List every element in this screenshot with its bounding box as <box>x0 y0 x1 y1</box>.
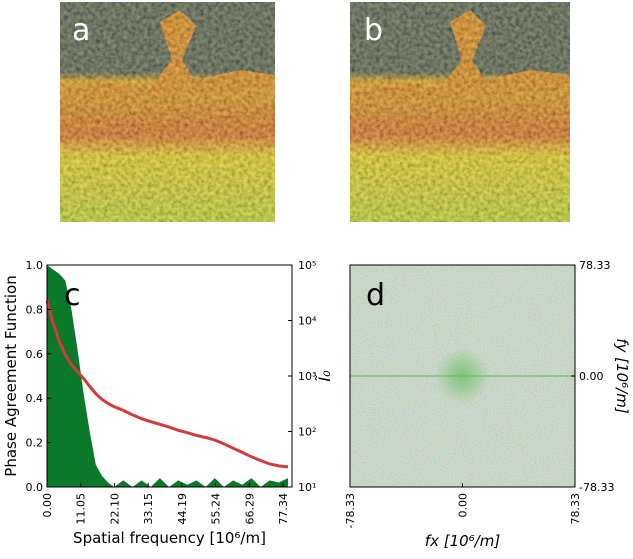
y-tick-label: 0.6 <box>26 348 44 361</box>
x-tick-label: 78.33 <box>569 493 582 525</box>
y2-tick-label: 10² <box>298 426 316 439</box>
x-axis-label: fx [10⁶/m] <box>425 532 501 550</box>
center-blob <box>434 348 490 404</box>
x-tick-label: 77.34 <box>277 493 290 525</box>
y2-axis-label: Ĩ₀ <box>315 370 334 382</box>
x-tick-label: -78.33 <box>344 493 357 528</box>
y2-tick-label: 10¹ <box>298 481 316 494</box>
panel-a: a <box>60 2 275 222</box>
y2-tick-label: 10⁴ <box>298 315 317 328</box>
x-axis-label: Spatial frequency [10⁶/m] <box>73 529 266 547</box>
x-tick-label: 33.15 <box>142 493 155 525</box>
y2-tick-label: 10⁵ <box>298 259 316 272</box>
y-axis-label: fy [10⁶/m] <box>613 338 631 414</box>
x-tick-label: 22.10 <box>108 493 121 525</box>
panel-label: a <box>72 13 90 48</box>
y-tick-label: 0.00 <box>579 370 604 383</box>
panel-c: 0.0 0.2 0.4 0.6 0.8 1.0 10¹ 10² 10³ 10⁴ 10⁵ 0.00 11.… <box>2 259 334 547</box>
y-axis-label: Phase Agreement Function <box>2 275 20 476</box>
panel-label: d <box>366 278 385 313</box>
y-tick-label: 1.0 <box>26 259 44 272</box>
y-tick-label: 0.0 <box>26 481 44 494</box>
texture <box>60 2 275 222</box>
y-tick-label: -78.33 <box>579 481 614 494</box>
panel-b: b <box>350 2 570 222</box>
y-tick-label: 78.33 <box>579 259 611 272</box>
x-tick-label: 11.05 <box>75 493 88 525</box>
x-tick-label: 44.19 <box>176 493 189 525</box>
y2-tick-label: 10³ <box>298 370 316 383</box>
x-tick-label: 0.00 <box>457 493 470 518</box>
panel-label: b <box>364 13 383 48</box>
y-tick-label: 0.8 <box>26 303 44 316</box>
y-tick-label: 0.4 <box>26 392 44 405</box>
phase-area <box>47 265 289 487</box>
y-tick-label: 0.2 <box>26 437 44 450</box>
x-tick-label: 55.24 <box>210 493 223 525</box>
intensity-line <box>45 300 289 469</box>
texture <box>350 2 570 222</box>
panel-label: c <box>64 278 81 313</box>
x-tick-label: 66.29 <box>243 493 256 525</box>
x-tick-label: 0.00 <box>41 493 54 518</box>
